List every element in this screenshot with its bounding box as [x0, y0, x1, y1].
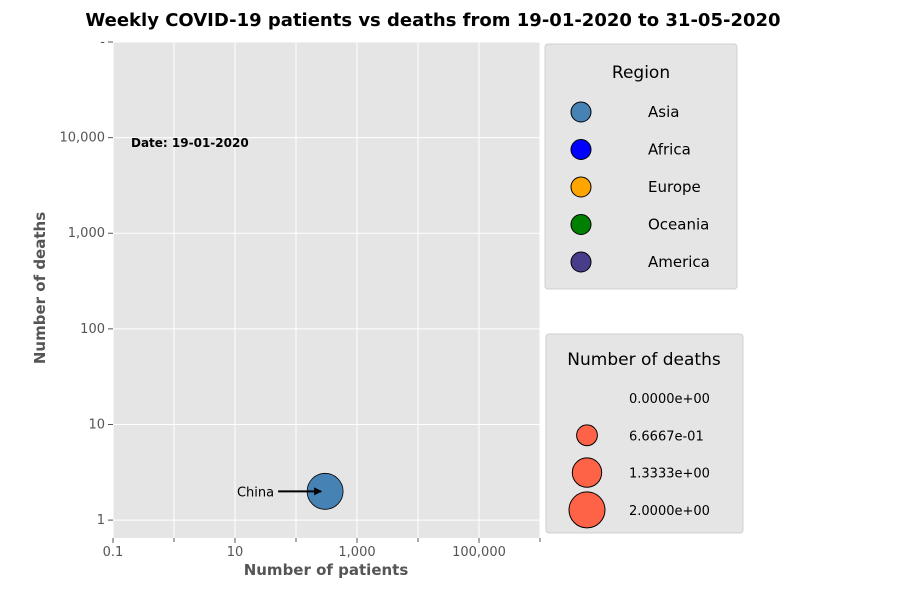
x-tick-label: 1,000 [338, 545, 375, 560]
x-axis-label: Number of patients [244, 561, 409, 579]
region-legend: Region Asia Africa Europe Oceania America [544, 43, 738, 290]
region-legend-label: Asia [648, 103, 679, 121]
size-legend-label: 1.3333e+00 [629, 467, 710, 482]
region-legend-label: Africa [648, 141, 691, 159]
region-legend-title: Region [612, 63, 670, 83]
size-legend-marker [568, 491, 606, 529]
size-legend-label: 6.6667e-01 [629, 429, 704, 444]
region-legend-label: America [648, 253, 710, 271]
region-legend-marker [570, 139, 592, 160]
x-tick-label: 10 [227, 545, 244, 560]
region-legend-marker [570, 214, 592, 235]
region-legend-frame [544, 43, 738, 290]
region-legend-marker [570, 101, 592, 123]
annotation-label: China [237, 485, 274, 500]
y-tick-label: 10 [88, 417, 105, 432]
size-legend-marker [576, 424, 598, 447]
region-legend-marker [570, 251, 592, 273]
grid-lines [112, 41, 541, 538]
date-label: Date: 19-01-2020 [131, 136, 249, 150]
size-legend: Number of deaths 0.0000e+00 6.6667e-01 1.3… [545, 333, 744, 534]
size-legend-label: 0.0000e+00 [629, 392, 710, 407]
y-tick-label: 100 [80, 322, 105, 337]
x-tick-label: 0.1 [103, 545, 124, 560]
point-annotations: China [237, 485, 323, 500]
y-tick-label: 1,000 [68, 226, 105, 241]
size-legend-marker [571, 457, 603, 488]
y-axis-label: Number of deaths [31, 212, 49, 364]
y-tick-label: 10,000 [60, 131, 106, 146]
axis-ticks: 0.1 10 1,000 100,000 1 10 100 1,000 10,000 - [60, 35, 541, 560]
size-legend-label: 2.0000e+00 [629, 504, 710, 519]
y-tick-label: 1 [97, 513, 105, 528]
size-legend-title: Number of deaths [567, 350, 721, 370]
region-legend-label: Europe [648, 178, 701, 196]
region-legend-label: Oceania [648, 216, 709, 234]
chart-title: Weekly COVID-19 patients vs deaths from … [85, 10, 780, 31]
plot-area [113, 42, 540, 538]
region-legend-marker [570, 176, 592, 198]
y-tick-label: - [100, 35, 105, 50]
x-tick-label: 100,000 [452, 545, 506, 560]
